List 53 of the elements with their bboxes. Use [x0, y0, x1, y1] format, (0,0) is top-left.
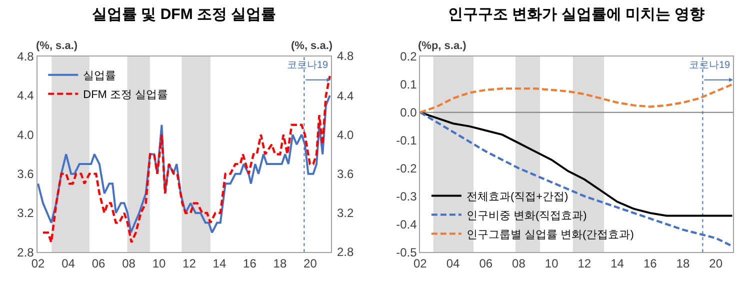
x-tick-label: 16 [643, 256, 658, 271]
x-tick-label: 12 [578, 256, 592, 271]
legend-label: 전체효과(직접+간접) [466, 190, 568, 203]
y2-tick-label: 4.0 [337, 128, 354, 142]
x-tick-label: 04 [446, 256, 460, 271]
chart-title: 인구구조 변화가 실업률에 미치는 영향 [448, 6, 705, 23]
legend-label: 실업률 [83, 70, 116, 82]
y-tick-label: 3.6 [17, 167, 34, 182]
x-tick-label: 20 [709, 256, 723, 271]
x-tick-label: 02 [414, 256, 428, 271]
y-tick-label: -0.5 [396, 245, 418, 260]
y-tick-label: 0.1 [400, 78, 418, 92]
x-tick-label: 10 [544, 256, 559, 271]
x-tick-label: 16 [243, 256, 257, 271]
y-tick-label: -0.3 [396, 189, 418, 204]
y-tick-label: 0.0 [400, 106, 418, 120]
y2-tick-label: 3.2 [337, 206, 354, 220]
x-tick-label: 04 [62, 256, 76, 271]
y-tick-label: 4.4 [17, 88, 34, 103]
y-tick-label: 0.2 [400, 50, 418, 64]
y-tick-label: -0.4 [396, 217, 418, 232]
legend-label: 인구그룹별 실업률 변화(간접효과) [466, 228, 634, 241]
ref-line-label: 코로나19 [287, 60, 329, 71]
legend-label: DFM 조정 실업률 [83, 89, 168, 102]
y-axis-title: (%p, s.a.) [418, 40, 467, 52]
x-tick-label: 12 [182, 256, 196, 271]
legend-label: 인구비중 변화(직접효과) [466, 210, 587, 222]
y-tick-label: 4.8 [17, 50, 34, 64]
y-axis-title: (%, s.a.) [36, 40, 78, 52]
x-tick-label: 18 [273, 256, 287, 271]
x-tick-label: 20 [304, 256, 318, 271]
ref-line-label: 코로나19 [689, 60, 731, 71]
y2-tick-label: 2.8 [337, 245, 354, 259]
y2-tick-label: 4.8 [337, 49, 354, 63]
chart-title: 실업률 및 DFM 조정 실업률 [92, 6, 276, 23]
y2-tick-label: 3.6 [337, 167, 354, 181]
x-tick-label: 18 [676, 256, 690, 271]
y-tick-label: -0.2 [396, 161, 418, 176]
x-tick-label: 06 [479, 256, 493, 271]
x-tick-label: 08 [122, 256, 136, 271]
y-tick-label: 4.0 [17, 128, 34, 142]
x-tick-label: 10 [152, 256, 166, 271]
line-series [420, 83, 734, 114]
x-tick-label: 14 [610, 256, 624, 271]
y-tick-label: 3.2 [17, 206, 34, 220]
x-tick-label: 08 [512, 256, 526, 271]
x-tick-label: 06 [92, 256, 106, 271]
y-tick-label: 2.8 [17, 245, 34, 260]
x-tick-label: 02 [31, 256, 46, 271]
y2-axis-title: (%, s.a.) [291, 40, 333, 52]
y-tick-label: -0.1 [396, 133, 418, 148]
y2-tick-label: 4.4 [337, 89, 354, 103]
x-tick-label: 14 [212, 256, 226, 271]
